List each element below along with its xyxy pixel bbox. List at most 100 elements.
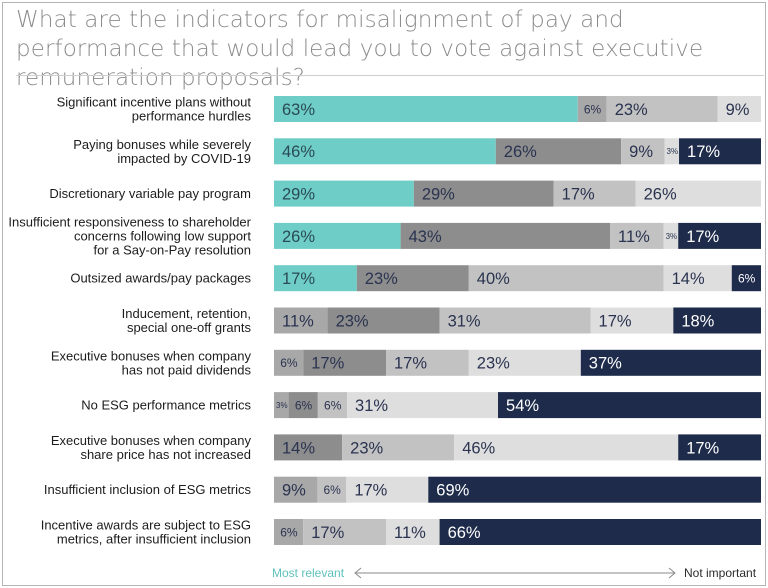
bar-value-label: 17% [686,439,719,457]
bar-value-label: 6% [324,398,342,412]
category-label: Executive bonuses when company has not pa… [51,348,252,377]
bar-segment [274,392,289,419]
bar-value-label: 9% [629,143,653,161]
bar-segment [468,265,664,292]
bar-segment [731,265,761,292]
category-label: Insufficient inclusion of ESG metrics [44,482,252,497]
bar-value-label: 29% [422,186,455,204]
bar-value-label: 11% [282,312,314,330]
bar-value-label: 17% [311,524,344,542]
bar-value-label: 6% [280,356,298,370]
bar-segment [621,138,665,165]
bar-value-label: 17% [686,228,719,246]
bar-value-label: 26% [504,143,537,161]
bar-segment [288,392,318,419]
bar-segment [356,265,469,292]
bar-value-label: 40% [477,270,510,288]
bar-segment [498,392,761,419]
bar-segment [317,476,347,503]
bar-segment [386,349,469,376]
scale-label-not-important: Not important [684,566,757,580]
bar-value-label: 17% [354,482,387,500]
bar-segment [673,307,761,334]
bar-segment [400,222,611,249]
bar-value-label: 17% [687,143,720,161]
bar-segment [274,476,318,503]
bar-segment [413,180,554,207]
bar-value-label: 69% [436,482,469,500]
bar-segment [303,349,387,376]
bar-value-label: 46% [462,439,495,457]
bar-value-label: 37% [589,355,622,373]
bar-segment [274,434,343,461]
bar-segment [678,222,761,249]
bar-segment [274,96,578,122]
bar-value-label: 54% [506,397,539,415]
bar-segment [342,434,455,461]
bar-value-label: 23% [350,439,383,457]
title-divider [16,75,764,76]
bar-value-label: 6% [323,483,341,497]
scale-double-arrow-icon [354,567,676,579]
bar-segment [590,307,674,334]
bar-segment [580,349,761,376]
bar-segment [439,519,761,545]
bar-segment [717,96,761,122]
category-label: Incentive awards are subject to ESG metri… [41,518,251,547]
category-label: Significant incentive plans without perfo… [57,95,252,124]
bar-value-label: 6% [584,102,602,116]
bar-segment [274,307,328,334]
bar-value-label: 29% [282,186,315,204]
bar-segment [346,476,429,503]
bar-segment [274,180,414,207]
bar-value-label: 31% [448,312,481,330]
bar-value-label: 23% [336,312,369,330]
bar-segment [274,222,401,249]
bar-value-label: 23% [365,270,398,288]
bar-segment [679,138,761,165]
category-label: Discretionary variable pay program [49,186,251,201]
bar-segment [664,138,680,165]
bar-value-label: 11% [394,524,426,542]
bar-segment [274,349,304,376]
bar-value-label: 17% [394,355,427,373]
bar-segment [274,265,357,292]
bar-segment [386,519,440,545]
bar-segment [468,349,581,376]
bar-value-label: 9% [282,482,306,500]
bar-value-label: 14% [282,439,315,457]
bar-segment [635,180,761,207]
bar-segment [428,476,761,503]
bar-value-label: 6% [280,525,298,539]
bar-value-label: 6% [738,272,756,286]
bar-segment [454,434,679,461]
bar-value-label: 23% [477,355,510,373]
bar-segment [303,519,387,545]
bar-value-label: 17% [599,312,632,330]
scale-label-most-relevant: Most relevant [272,566,345,580]
bar-segment [495,138,622,165]
bar-value-label: 9% [726,101,750,119]
bar-value-label: 3% [276,401,288,410]
category-label: Inducement, retention, special one-off gr… [122,306,252,335]
bar-value-label: 6% [295,398,313,412]
bar-segment [577,96,607,122]
bar-value-label: 46% [282,143,315,161]
bar-value-label: 17% [562,186,595,204]
bar-value-label: 43% [409,228,442,246]
bar-segment [663,222,679,249]
category-label: Executive bonuses when company share pric… [51,433,252,462]
bar-segment [678,434,761,461]
bar-segment [606,96,718,122]
bar-value-label: 18% [681,312,714,330]
bar-value-label: 14% [672,270,705,288]
bar-segment [610,222,664,249]
bar-value-label: 63% [282,101,315,119]
bar-segment [274,138,496,165]
bar-segment [553,180,636,207]
chart-title: What are the indicators for misalignment… [16,7,704,91]
bar-segment [347,392,499,419]
bar-value-label: 17% [282,270,315,288]
